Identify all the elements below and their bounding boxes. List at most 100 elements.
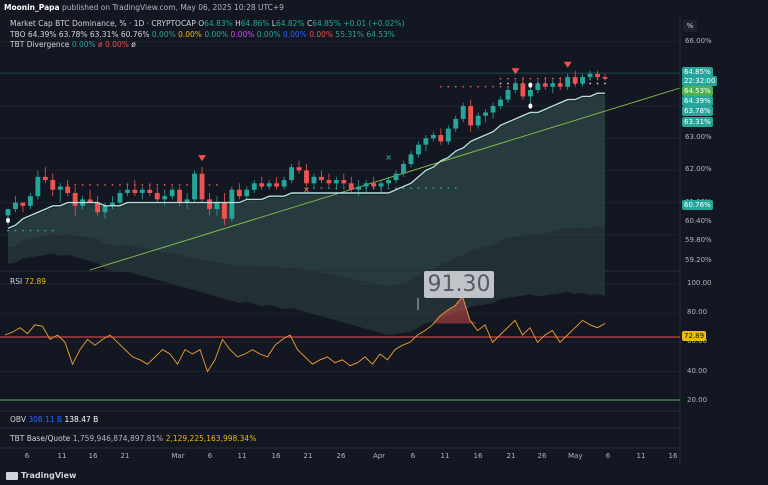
candle-body	[236, 189, 242, 197]
symbol-title[interactable]: Market Cap BTC Dominance, % · 1D · CRYPT…	[10, 19, 196, 28]
candle-body	[513, 83, 518, 90]
candle-body	[274, 183, 280, 187]
candle-body	[102, 205, 108, 213]
candle-body	[169, 189, 175, 197]
time-axis-tick: 26	[336, 452, 346, 460]
candle-body	[147, 189, 153, 193]
candle-body	[371, 183, 377, 187]
signal-dot	[604, 82, 606, 85]
candle-body	[550, 83, 556, 87]
signal-dot	[410, 187, 412, 190]
tbo-band-upper	[8, 94, 605, 287]
tbt-value: 0.00%	[105, 40, 129, 49]
author-name[interactable]: Moonin_Papa	[4, 3, 60, 12]
candle-body	[557, 83, 563, 87]
candle-body	[229, 189, 235, 219]
signal-dot	[104, 184, 106, 186]
price-label: 63.31%	[682, 117, 713, 127]
candle-body	[587, 73, 593, 78]
time-axis-tick: 16	[271, 452, 281, 460]
tbt-base-quote-legend[interactable]: TBT Base/Quote 1,759,946,874,897.81% 2,1…	[10, 434, 256, 444]
ohlc-value-c: 64.85%	[312, 19, 341, 28]
candle-body	[363, 183, 369, 187]
candle-body	[475, 115, 481, 126]
tbo-legend[interactable]: TBO 64.39% 63.78% 63.31% 60.76% 0.00% 0.…	[10, 30, 395, 40]
logo-text: TradingView	[21, 471, 77, 480]
ohlc-value-l: 64.82%	[275, 19, 305, 28]
candle-body	[386, 180, 392, 184]
signal-dot	[81, 184, 84, 186]
price-axis-tick: 60.40%	[685, 216, 712, 225]
candle-body	[27, 196, 33, 206]
signal-dot	[536, 77, 539, 80]
candle-body	[602, 77, 608, 79]
publish-line: Moonin_Papa published on TradingView.com…	[4, 3, 284, 13]
candle-body	[535, 83, 541, 90]
rsi-axis-tick: 60.00	[687, 337, 708, 346]
tradingview-logo[interactable]: TradingView	[6, 471, 76, 480]
price-label: 60.76%	[682, 200, 713, 210]
signal-markers	[6, 61, 572, 223]
tbo-value: 0.00%	[282, 30, 307, 39]
signal-dot	[507, 77, 509, 80]
candle-body	[580, 77, 586, 84]
signal-dot	[163, 184, 166, 186]
signal-dot	[551, 77, 554, 80]
tbo-value: 0.00%	[309, 30, 334, 39]
candle-body	[326, 180, 332, 184]
rsi-axis-tick: 100.00	[687, 278, 712, 287]
signal-dot	[499, 85, 502, 88]
rsi-peak-callout: 91.30	[424, 271, 494, 298]
signal-dot	[29, 229, 32, 232]
candle-body	[595, 73, 600, 78]
symbol-header: Market Cap BTC Dominance, % · 1D · CRYPT…	[10, 19, 405, 29]
time-axis-tick: 21	[303, 452, 313, 460]
candle-body	[416, 144, 421, 155]
signal-dot	[395, 187, 397, 190]
signal-dot	[156, 184, 159, 186]
ohlc-key-o: O	[198, 19, 205, 28]
tbo-value: 0.00%	[256, 30, 281, 39]
signal-dot	[387, 187, 390, 190]
signal-dot	[186, 184, 189, 186]
candle-body	[57, 186, 63, 190]
candle-body	[132, 189, 138, 193]
sell-signal-marker	[563, 61, 572, 68]
ohlc-key-h: H	[235, 19, 241, 28]
candle-body	[453, 118, 459, 129]
rsi-axis-tick: 40.00	[687, 366, 708, 375]
price-label: 64.85%	[682, 67, 713, 77]
candle-body	[124, 189, 130, 193]
obv-value-1: 308.11 B	[28, 415, 63, 424]
price-axis-tick: 66.00%	[685, 36, 712, 45]
obv-legend[interactable]: OBV 308.11 B 138.47 B	[10, 415, 98, 425]
tbo-value: 0.00%	[151, 30, 176, 39]
signal-dot	[327, 187, 330, 190]
signal-dot	[447, 85, 450, 88]
rsi-legend[interactable]: RSI 72.89	[10, 277, 46, 287]
tbt-bq-value-1: 1,759,946,874,897.81%	[72, 434, 164, 443]
tbo-value: 0.00%	[204, 30, 229, 39]
candle-body	[401, 163, 406, 174]
tbo-bands	[8, 94, 605, 336]
candle-body	[445, 128, 451, 142]
obv-value-2: 138.47 B	[64, 415, 99, 424]
time-axis-tick: Mar	[171, 452, 185, 460]
percent-toggle-button[interactable]: %	[683, 20, 697, 32]
price-axis-tick: 63.00%	[685, 133, 712, 142]
signal-dot	[89, 184, 91, 186]
signal-dot	[51, 229, 54, 232]
tbt-name: TBT Divergence	[10, 40, 70, 49]
tbt-divergence-legend[interactable]: TBT Divergence 0.00% ø 0.00% ø	[10, 40, 136, 50]
signal-dot	[432, 187, 435, 190]
sell-signal-marker	[511, 68, 520, 75]
price-label: 22:32:00	[682, 76, 718, 86]
tbo-line	[7, 92, 605, 230]
candle-body	[423, 138, 429, 145]
ohlc-value-o: 64.83%	[204, 19, 233, 28]
candle-body	[356, 186, 362, 190]
candle-body	[251, 183, 257, 190]
rsi-name: RSI	[10, 277, 23, 286]
